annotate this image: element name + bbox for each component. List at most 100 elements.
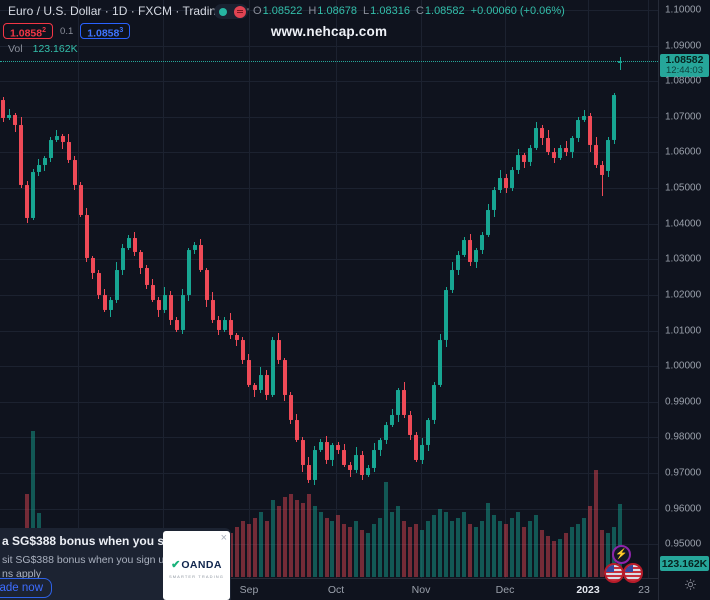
brand-tagline: SMARTER TRADING [168,574,225,579]
high-value: 1.08678 [317,5,358,17]
candle [264,374,269,395]
trade-now-button[interactable]: ade now [0,578,52,598]
candle [294,419,299,440]
h-gridline [0,366,658,368]
volume-bar [264,520,269,577]
volume-bar [468,523,473,577]
bid-ask-row: 1.08582 0.1 1.08583 [3,23,131,40]
volume-bar [438,508,443,577]
time-axis-label: Dec [495,584,515,596]
volume-bar [396,505,401,577]
oanda-check-icon: ✔ [171,559,181,571]
candle [384,424,389,440]
candle [126,237,131,248]
candle [474,250,479,262]
candle [534,127,539,148]
symbol-flags-icon[interactable] [604,563,648,583]
symbol-title[interactable]: Euro / U.S. Dollar · 1D · FXCM · Trading… [8,4,249,18]
price-axis-label: 0.99000 [665,396,702,408]
volume-bar [342,523,347,577]
volume-bar [432,514,437,577]
volume-bar [444,511,449,577]
legend-menu-icon[interactable] [234,5,246,18]
current-price-value: 1.08582 [665,54,704,66]
candle [606,140,610,172]
candle [234,334,239,340]
ad-headline: a SG$388 bonus when you sign up. [2,534,204,548]
sell-button[interactable]: 1.08582 [3,23,54,40]
volume-bar [324,517,329,577]
close-icon[interactable]: × [220,532,227,544]
candle [498,178,503,190]
candle-wick [601,160,603,196]
buy-button[interactable]: 1.08583 [80,23,131,40]
h-gridline [0,152,658,154]
h-gridline [0,223,658,225]
v-gridline [163,0,164,578]
time-axis-label: 23 [638,584,650,596]
candle [42,157,47,165]
candle [366,468,371,475]
volume-bar [522,526,527,577]
candle [426,419,431,445]
time-axis[interactable]: Sep Oct Nov Dec 2023 23 [0,578,658,600]
lightning-icon[interactable]: ⚡ [612,545,631,564]
candle [612,95,616,140]
h-gridline [0,544,658,546]
candle [72,159,77,185]
candle [252,385,257,390]
candle [60,136,65,143]
candle [414,434,419,460]
price-axis-label: 1.03000 [665,253,702,265]
current-volume-label: 123.162K [660,556,709,571]
candle [246,359,251,385]
price-axis-label: 1.05000 [665,182,702,194]
candle [378,439,383,450]
candle [312,449,317,480]
volume-bar [31,431,35,577]
volume-bar [240,520,245,577]
candle [420,444,425,460]
volume-bar [552,541,557,577]
volume-bar [330,520,335,577]
volume-bar [360,529,365,577]
time-axis-label: Nov [411,584,431,596]
candle [198,245,203,270]
candle [480,235,485,250]
volume-bar [414,523,419,577]
gear-icon[interactable] [683,578,697,592]
candle [552,152,557,158]
candle [324,442,329,460]
candle [372,449,377,468]
price-axis-label: 1.09000 [665,40,702,52]
volume-bar [450,520,455,577]
h-gridline [0,259,658,261]
candle [576,120,580,138]
volume-bar [294,499,299,577]
volume-bar [306,494,311,577]
volume-bar [276,505,281,577]
h-gridline [0,81,658,83]
chart-plot-area[interactable] [0,0,658,578]
candle [84,214,89,258]
v-gridline [336,0,337,578]
status-dot-icon[interactable] [219,7,227,16]
volume-bar [282,496,287,577]
volume-bar [510,517,515,577]
volume-bar [540,529,545,577]
ad-brand-card[interactable]: × ✔OANDA SMARTER TRADING [163,531,230,600]
time-axis-label: Oct [327,584,345,596]
site-watermark: www.nehcap.com [270,24,388,39]
candle [342,449,347,465]
candle [504,178,509,189]
candle-wick [8,109,10,120]
volume-key: Vol [8,43,23,55]
price-axis-label: 1.00000 [665,360,702,372]
volume-bar [606,532,610,577]
candle [396,390,401,415]
candle [132,237,137,252]
price-axis[interactable]: 1.08582 12:44:03 123.162K 1.10000 1.09000… [658,0,710,600]
volume-bar [366,532,371,577]
legend-toggle-pill[interactable] [214,4,248,19]
volume-bar [492,514,497,577]
